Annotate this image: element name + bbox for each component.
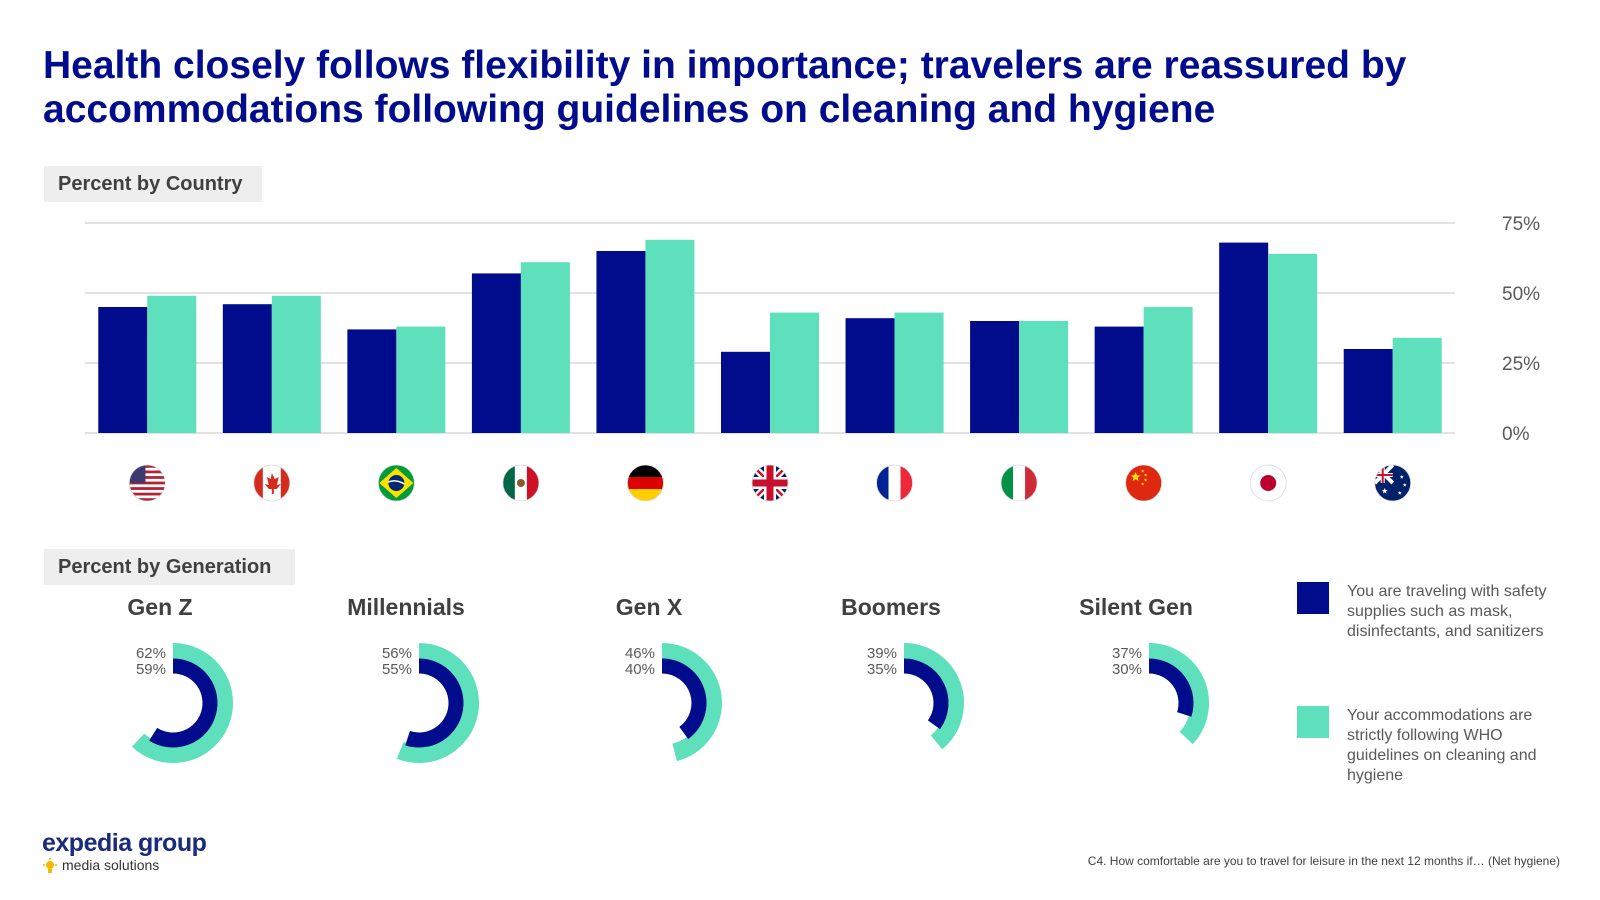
bar-supplies-2 (222, 304, 272, 433)
generation-chart-2: Millennials 56% 55% (286, 590, 526, 780)
logo-tagline: media solutions (62, 857, 160, 873)
bar-who-4 (520, 262, 570, 433)
arc-who (1148, 643, 1209, 745)
bar-who-8 (1019, 321, 1069, 433)
canada-flag-icon (253, 464, 291, 502)
germany-flag-icon (627, 464, 664, 502)
legend-swatch-teal (1297, 706, 1329, 738)
china-flag-icon (1125, 464, 1163, 502)
who-value-label: 62% (136, 645, 166, 662)
lightbulb-icon (43, 858, 57, 873)
page-title: Health closely follows flexibility in im… (43, 44, 1407, 131)
bar-supplies-7 (845, 318, 895, 433)
arc-who (131, 643, 233, 763)
generation-title: Boomers (841, 594, 941, 620)
arc-who (396, 643, 479, 763)
japan-flag-icon (1249, 464, 1287, 502)
italy-flag-icon (1000, 464, 1038, 502)
who-value-label: 56% (382, 645, 412, 662)
us-flag-icon (128, 464, 166, 502)
bar-who-7 (894, 312, 944, 433)
generation-chart-3: Gen X 46% 40% (529, 590, 769, 780)
bar-who-11 (1392, 337, 1442, 433)
legend-swatch-dark-blue (1297, 582, 1329, 614)
supplies-value-label: 55% (382, 661, 412, 678)
arc-who (661, 643, 722, 762)
logo-brand: expedia group (42, 829, 207, 857)
y-tick-label: 25% (1502, 354, 1540, 375)
arc-supplies (1148, 658, 1194, 717)
supplies-value-label: 40% (625, 661, 655, 678)
bar-who-6 (770, 312, 819, 433)
supplies-value-label: 59% (136, 661, 166, 678)
supplies-value-label: 35% (867, 661, 897, 678)
bar-supplies-4 (471, 273, 521, 433)
generation-title: Millennials (347, 594, 465, 620)
bar-supplies-3 (347, 329, 397, 433)
arc-supplies (661, 658, 707, 739)
bar-supplies-6 (721, 351, 770, 433)
bar-supplies-8 (970, 321, 1020, 433)
country-bar-chart: 0% 25% 50% 75% (85, 214, 1540, 502)
brazil-flag-icon (377, 464, 415, 502)
radial-bar-chart: 56%55% (382, 643, 479, 763)
generation-title: Silent Gen (1079, 594, 1193, 620)
arc-supplies (149, 658, 218, 748)
radial-bar-chart: 37%30% (1112, 643, 1209, 745)
legend-label-who: Your accommodations are strictly followi… (1347, 707, 1537, 784)
y-tick-label: 50% (1502, 284, 1540, 305)
bar-supplies-5 (596, 251, 646, 433)
bar-who-2 (271, 295, 321, 433)
bar-who-5 (645, 239, 695, 433)
bar-supplies-9 (1094, 326, 1144, 433)
arc-supplies (405, 658, 464, 748)
france-flag-icon (876, 464, 913, 502)
y-tick-label: 0% (1502, 424, 1530, 445)
expedia-group-logo: expedia group media solutions (42, 829, 207, 874)
generation-chart-4: Boomers 39% 35% (771, 590, 1011, 780)
section-label-generation: Percent by Generation (44, 549, 295, 585)
radial-bar-chart: 62%59% (131, 643, 233, 763)
y-tick-label: 75% (1502, 214, 1540, 235)
bar-who-3 (396, 326, 446, 433)
arc-supplies (903, 658, 949, 730)
who-value-label: 46% (625, 645, 655, 662)
section-label-country: Percent by Country (44, 166, 262, 202)
generation-chart-5: Silent Gen 37% 30% (1016, 590, 1256, 780)
bar-who-1 (147, 295, 197, 433)
bar-who-10 (1268, 253, 1318, 433)
arc-who (903, 643, 964, 750)
bar-supplies-11 (1343, 349, 1393, 433)
supplies-value-label: 30% (1112, 661, 1142, 678)
generation-chart-1: Gen Z 62% 59% (40, 590, 280, 780)
generation-title: Gen Z (127, 594, 193, 620)
radial-bar-chart: 39%35% (867, 643, 964, 750)
radial-bar-chart: 46%40% (625, 643, 722, 762)
bar-supplies-10 (1219, 242, 1269, 433)
legend-label-supplies: You are traveling with safety supplies s… (1347, 583, 1547, 640)
mexico-flag-icon (502, 464, 540, 502)
uk-flag-icon (751, 464, 789, 502)
bar-who-9 (1143, 307, 1193, 433)
bar-supplies-1 (98, 307, 148, 433)
australia-flag-icon (1374, 464, 1412, 502)
footnote: C4. How comfortable are you to travel fo… (1087, 854, 1560, 868)
generation-title: Gen X (615, 594, 683, 620)
who-value-label: 39% (867, 645, 897, 662)
who-value-label: 37% (1112, 645, 1142, 662)
